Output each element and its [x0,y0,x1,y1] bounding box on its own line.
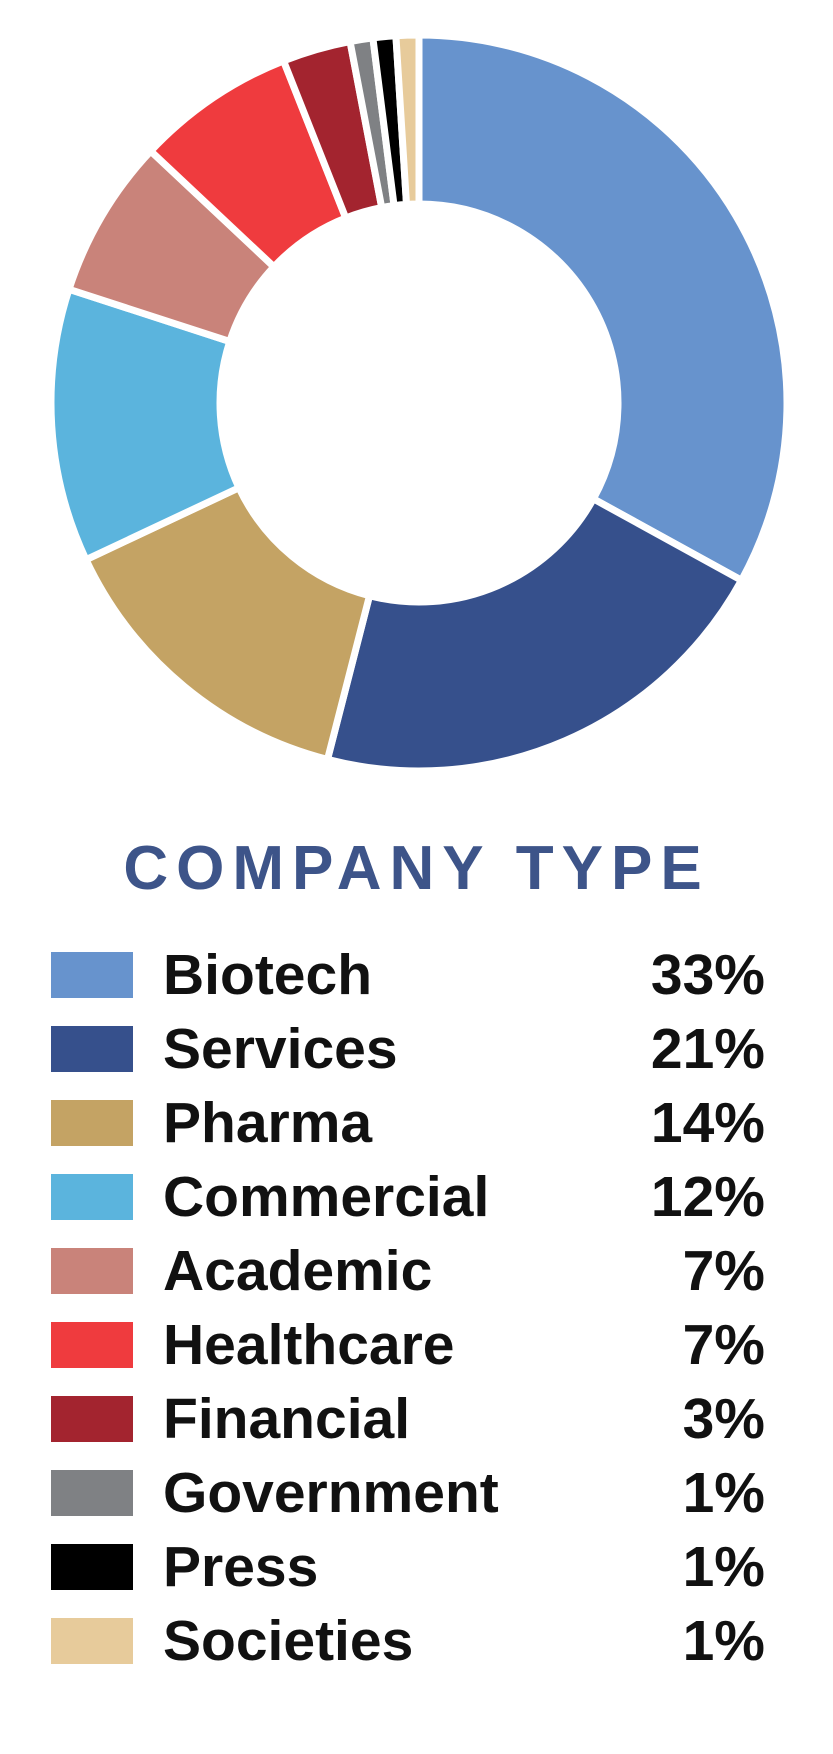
legend-swatch [51,1470,133,1516]
legend-item-services: Services 21% [51,1020,765,1077]
legend-swatch [51,1396,133,1442]
legend-swatch [51,1248,133,1294]
legend-swatch [51,1544,133,1590]
legend-item-healthcare: Healthcare 7% [51,1316,765,1373]
legend-item-biotech: Biotech 33% [51,946,765,1003]
legend-item-pharma: Pharma 14% [51,1094,765,1151]
legend-label: Healthcare [163,1312,455,1377]
legend-value: 21% [650,1016,765,1081]
donut-slice-biotech [415,31,791,586]
legend-swatch [51,1026,133,1072]
legend-value: 1% [682,1460,765,1525]
legend-swatch [51,952,133,998]
legend-item-government: Government 1% [51,1464,765,1521]
legend-label: Societies [163,1608,414,1673]
legend-label: Biotech [163,942,373,1007]
legend-item-commercial: Commercial 12% [51,1168,765,1225]
donut-slice-commercial [47,284,244,565]
legend-value: 7% [682,1312,765,1377]
legend-swatch [51,1100,133,1146]
chart-title: COMPANY TYPE [123,834,710,903]
legend-value: 7% [682,1238,765,1303]
legend-item-press: Press 1% [51,1538,765,1595]
legend-item-academic: Academic 7% [51,1242,765,1299]
donut-slice-services [323,494,747,775]
legend-swatch [51,1618,133,1664]
legend-value: 3% [682,1386,765,1451]
legend-label: Government [163,1460,499,1525]
legend-item-financial: Financial 3% [51,1390,765,1447]
donut-slice-pharma [81,483,374,764]
legend-value: 1% [682,1608,765,1673]
legend-swatch [51,1322,133,1368]
legend-label: Commercial [163,1164,490,1229]
legend: Biotech 33% Services 21% Pharma 14% Comm… [51,946,765,1669]
legend-value: 12% [650,1164,765,1229]
legend-value: 33% [650,942,765,1007]
legend-label: Services [163,1016,398,1081]
legend-label: Academic [163,1238,433,1303]
legend-label: Press [163,1534,319,1599]
legend-value: 1% [682,1534,765,1599]
legend-label: Financial [163,1386,411,1451]
donut-slice-societies [392,31,423,209]
legend-label: Pharma [163,1090,373,1155]
donut-chart [47,31,791,775]
legend-swatch [51,1174,133,1220]
legend-value: 14% [650,1090,765,1155]
legend-item-societies: Societies 1% [51,1612,765,1669]
